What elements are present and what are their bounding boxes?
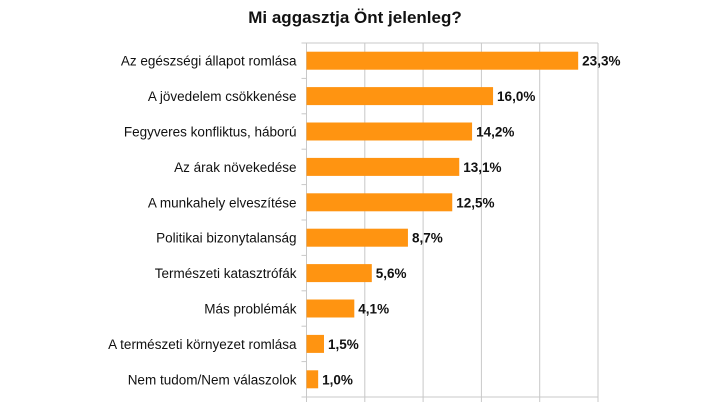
data-label: 4,1% <box>358 302 389 317</box>
data-label: 23,3% <box>582 54 620 69</box>
category-label: Természeti katasztrófák <box>155 266 297 281</box>
category-label: Az árak növekedése <box>174 160 296 175</box>
data-label: 1,0% <box>322 372 353 387</box>
category-label: A természeti környezet romlása <box>108 337 297 352</box>
data-label: 8,7% <box>412 231 443 246</box>
category-label: Politikai bizonytalanság <box>156 231 296 246</box>
data-label: 14,2% <box>476 125 514 140</box>
data-label: 5,6% <box>376 266 407 281</box>
bar <box>306 228 408 247</box>
data-label: 12,5% <box>456 195 494 210</box>
category-label: A jövedelem csökkenése <box>148 89 297 104</box>
bar <box>306 87 494 106</box>
category-label: Nem tudom/Nem válaszolok <box>128 372 297 387</box>
data-label: 16,0% <box>497 89 535 104</box>
bar <box>306 299 355 318</box>
bar <box>306 157 460 176</box>
category-label: Fegyveres konfliktus, háború <box>124 125 297 140</box>
data-label: 1,5% <box>328 337 359 352</box>
chart-title: Mi aggasztja Önt jelenleg? <box>248 8 462 27</box>
category-label: A munkahely elveszítése <box>148 195 297 210</box>
bar <box>306 51 579 70</box>
bar <box>306 334 324 353</box>
bar <box>306 122 473 141</box>
data-label: 13,1% <box>463 160 501 175</box>
category-label: Más problémák <box>204 302 297 317</box>
category-label: Az egészségi állapot romlása <box>121 54 297 69</box>
bar <box>306 264 372 283</box>
bar <box>306 193 453 212</box>
bar <box>306 370 319 389</box>
